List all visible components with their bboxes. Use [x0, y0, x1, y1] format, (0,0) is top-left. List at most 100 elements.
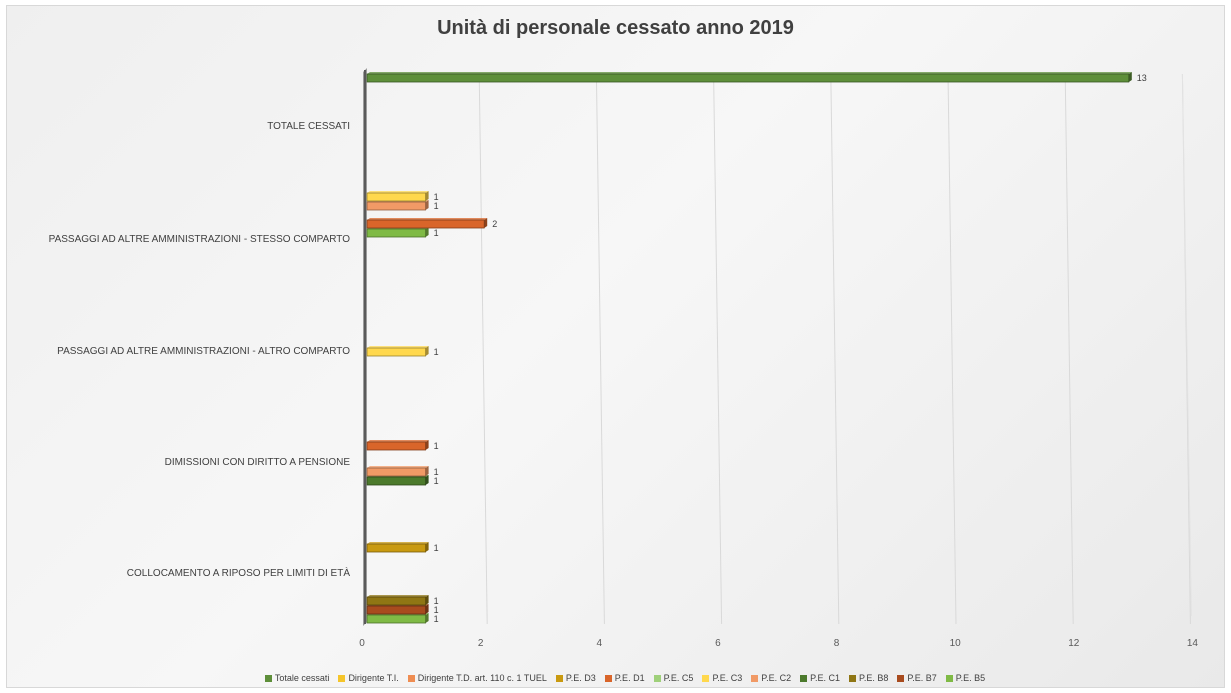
gridline — [1181, 73, 1192, 617]
category-label: PASSAGGI AD ALTRE AMMINISTRAZIONI - ALTR… — [57, 346, 350, 357]
legend-item: P.E. C1 — [800, 673, 840, 683]
bar-top-face — [367, 595, 429, 597]
bar — [367, 229, 426, 237]
category-label: DIMISSIONI CON DIRITTO A PENSIONE — [165, 457, 351, 468]
legend-swatch — [945, 674, 953, 682]
bar-end-cap — [425, 466, 429, 476]
legend-label: P.E. B5 — [955, 673, 986, 683]
bar-end-cap — [425, 475, 429, 485]
legend-swatch — [849, 674, 857, 682]
bar — [367, 220, 485, 228]
legend-swatch — [604, 674, 612, 682]
bar — [367, 544, 426, 552]
legend-swatch — [751, 674, 759, 682]
data-label: 1 — [434, 476, 439, 486]
bar-end-cap — [425, 440, 429, 450]
tick-label: 2 — [478, 638, 484, 649]
bar — [367, 468, 426, 476]
bars — [366, 72, 1132, 624]
bar — [367, 202, 426, 210]
bar-end-cap — [425, 595, 429, 605]
data-label: 1 — [434, 614, 439, 624]
data-label: 1 — [434, 543, 439, 553]
legend-label: P.E. B7 — [907, 673, 937, 683]
tick-label: 8 — [834, 638, 840, 649]
bar-end-cap — [425, 227, 429, 237]
legend-label: P.E. C3 — [712, 673, 743, 683]
legend-swatch — [338, 674, 346, 682]
legend-item: P.E. D3 — [555, 673, 596, 683]
bar-end-cap — [425, 542, 429, 552]
bar — [367, 193, 426, 201]
bar — [367, 597, 426, 605]
category-label: COLLOCAMENTO A RIPOSO PER LIMITI DI ETÀ — [127, 566, 351, 579]
bar — [367, 615, 426, 623]
legend-label: P.E. B8 — [859, 673, 889, 683]
tick-label: 14 — [1187, 638, 1199, 649]
legend-label: P.E. D1 — [614, 673, 645, 683]
legend-item: P.E. D1 — [604, 673, 645, 683]
legend-swatch — [555, 674, 563, 682]
gridline — [830, 73, 840, 625]
legend-swatch — [897, 674, 905, 682]
bar-top-face — [367, 218, 488, 220]
legend-label: Totale cessati — [274, 673, 330, 683]
legend-label: P.E. D3 — [565, 673, 596, 683]
legend-swatch — [264, 674, 272, 682]
bar-outline — [366, 614, 426, 624]
bar-top-face — [367, 542, 429, 544]
bar — [367, 74, 1129, 82]
legend-item: P.E. C2 — [751, 673, 791, 683]
gridline — [478, 73, 488, 625]
bar — [367, 606, 426, 614]
bar-outline — [366, 201, 426, 211]
data-label: 1 — [434, 201, 439, 211]
gridline — [1064, 73, 1074, 625]
legend-label: Dirigente T.I. — [348, 673, 399, 683]
tick-label: 10 — [950, 638, 962, 649]
gridline — [947, 73, 957, 625]
category-axis — [363, 68, 367, 626]
bar-outline — [366, 441, 426, 451]
bar — [367, 477, 426, 485]
gridline — [595, 73, 605, 625]
legend-item: P.E. B7 — [897, 673, 937, 683]
bar-outline — [366, 543, 426, 553]
tick-label: 6 — [715, 638, 721, 649]
legend-swatch — [702, 674, 710, 682]
chart-title: Unità di personale cessato anno 2019 — [437, 17, 794, 39]
data-label: 1 — [434, 605, 439, 615]
legend: Totale cessati Dirigente T.I. Dirigente T.… — [150, 670, 1100, 686]
bar-top-face — [367, 72, 1132, 74]
chart-area — [6, 5, 1225, 688]
bar-outline — [366, 347, 426, 357]
bar-outline — [366, 219, 485, 229]
bar-top-face — [367, 191, 429, 193]
bar-end-cap — [484, 218, 488, 228]
legend-swatch — [407, 674, 415, 682]
bar-outline — [366, 605, 426, 615]
legend-item: Totale cessati — [264, 673, 330, 683]
data-label: 13 — [1137, 73, 1147, 83]
legend-label: P.E. C1 — [810, 673, 841, 683]
data-label: 1 — [434, 441, 439, 451]
legend-item: Dirigente T.D. art. 110 c. 1 TUEL — [407, 673, 547, 683]
bar-outline — [366, 192, 426, 202]
bar-end-cap — [1128, 72, 1132, 82]
tick-label: 0 — [359, 638, 365, 649]
legend-swatch — [800, 674, 808, 682]
legend-item: P.E. B8 — [849, 673, 888, 683]
bar-end-cap — [425, 191, 429, 201]
bar-outline — [366, 596, 426, 606]
bar-end-cap — [425, 200, 429, 210]
bar-outline — [366, 73, 1130, 83]
bar-top-face — [367, 466, 429, 468]
legend-item: P.E. C5 — [653, 673, 694, 683]
bar-end-cap — [425, 346, 429, 356]
legend-swatch — [653, 674, 661, 682]
legend-item: Dirigente T.I. — [338, 673, 399, 683]
legend-label: P.E. C5 — [663, 673, 694, 683]
bar-outline — [366, 467, 426, 477]
